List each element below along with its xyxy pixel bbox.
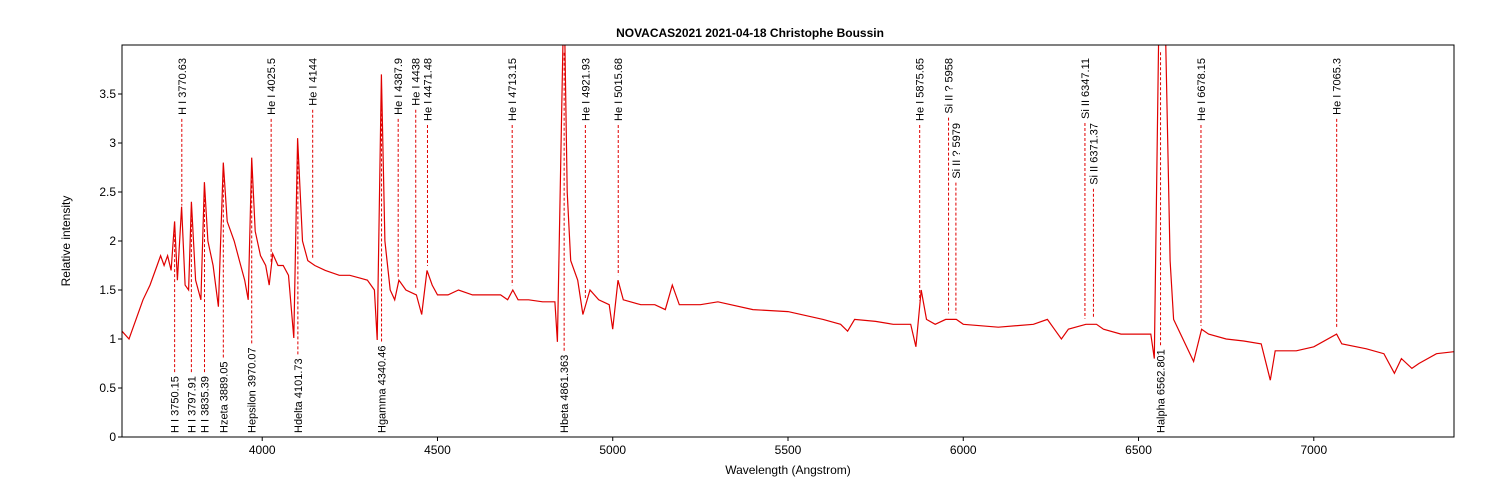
annotation-label: H I 3797.91: [186, 376, 198, 433]
x-tick-label: 5000: [599, 443, 626, 457]
annotation-label: He I 4713.15: [507, 58, 519, 121]
annotation-label: He I 4387.9: [393, 58, 405, 115]
chart-title: NOVACAS2021 2021-04-18 Christophe Boussi…: [616, 26, 884, 40]
annotation-label: Hdelta 4101.73: [293, 358, 305, 433]
plot-area: [122, 45, 1454, 381]
x-axis-label: Wavelength (Angstrom): [725, 463, 851, 477]
y-tick-label: 1: [109, 332, 116, 346]
annotation-label: He I 5015.68: [613, 58, 625, 121]
annotation-label: He I 5875.65: [915, 58, 927, 121]
annotation-label: Si II ? 5958: [944, 58, 956, 114]
y-tick-label: 2: [109, 234, 116, 248]
x-tick-label: 5500: [775, 443, 802, 457]
annotation-label: Hepsilon 3970.07: [247, 347, 259, 433]
x-tick-label: 4000: [249, 443, 276, 457]
spectrum-line: [122, 45, 1454, 381]
annotation-label: He I 6678.15: [1196, 58, 1208, 121]
y-tick-label: 3: [109, 136, 116, 150]
x-tick-label: 6000: [950, 443, 977, 457]
annotation-label: Si II ? 5979: [951, 123, 963, 179]
annotation-label: Hzeta 3889.05: [218, 361, 230, 433]
annotation-label: He I 4144: [308, 58, 320, 106]
plot-frame: [121, 44, 1455, 438]
x-tick-label: 6500: [1125, 443, 1152, 457]
x-tick-label: 4500: [424, 443, 451, 457]
y-tick-label: 1.5: [99, 283, 116, 297]
y-tick-label: 2.5: [99, 185, 116, 199]
y-tick-label: 0: [109, 430, 116, 444]
annotation-label: H I 3770.63: [177, 58, 189, 115]
annotation-label: He I 4025.5: [266, 58, 278, 115]
annotation-label: Si II 6371.37: [1088, 123, 1100, 185]
annotation-label: He I 4438: [411, 58, 423, 106]
y-tick-label: 3.5: [99, 87, 116, 101]
annotation-label: He I 4921.93: [580, 58, 592, 121]
annotation-label: Hgamma 4340.46: [377, 346, 389, 433]
annotation-label: He I 4471.48: [422, 58, 434, 121]
y-tick-label: 0.5: [99, 381, 116, 395]
y-axis-label: Relative intensity: [59, 196, 73, 287]
annotation-label: He I 7065.3: [1332, 58, 1344, 115]
annotation-label: Halpha 6562.801: [1156, 349, 1168, 433]
annotation-label: H I 3750.15: [170, 376, 182, 433]
annotation-label: Hbeta 4861.363: [559, 355, 571, 433]
annotation-label: Si II 6347.11: [1080, 58, 1092, 119]
annotation-label: H I 3835.39: [200, 376, 212, 433]
x-tick-label: 7000: [1300, 443, 1327, 457]
